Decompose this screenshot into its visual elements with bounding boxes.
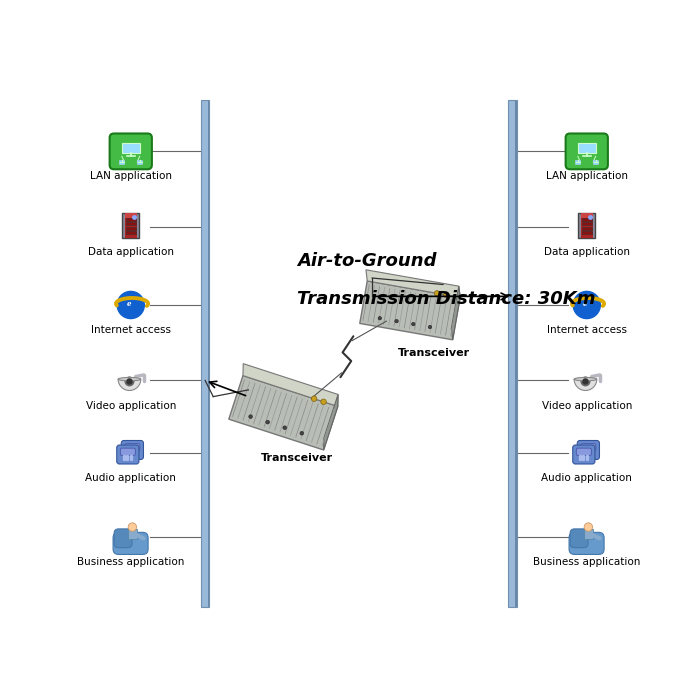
- Text: Transceiver: Transceiver: [260, 453, 332, 463]
- FancyBboxPatch shape: [578, 440, 599, 459]
- FancyBboxPatch shape: [117, 445, 139, 464]
- Text: Transmission Distance: 30Km: Transmission Distance: 30Km: [297, 290, 595, 308]
- Polygon shape: [243, 363, 338, 407]
- Text: Business application: Business application: [533, 556, 640, 567]
- Bar: [578, 143, 596, 153]
- Polygon shape: [323, 395, 338, 450]
- Text: Audio application: Audio application: [541, 473, 632, 483]
- FancyBboxPatch shape: [113, 532, 148, 554]
- FancyBboxPatch shape: [581, 444, 596, 451]
- Bar: [208, 100, 209, 607]
- Circle shape: [378, 316, 382, 320]
- Circle shape: [300, 431, 304, 435]
- Polygon shape: [366, 270, 460, 298]
- Circle shape: [395, 319, 398, 323]
- Bar: [582, 231, 591, 234]
- Bar: [128, 529, 137, 539]
- Circle shape: [248, 415, 253, 419]
- FancyBboxPatch shape: [120, 448, 135, 456]
- Bar: [202, 100, 209, 607]
- Polygon shape: [360, 281, 460, 339]
- Bar: [125, 214, 136, 218]
- Circle shape: [117, 291, 144, 318]
- Bar: [201, 100, 202, 607]
- FancyBboxPatch shape: [570, 529, 588, 547]
- Circle shape: [125, 377, 134, 386]
- Bar: [584, 529, 593, 539]
- Text: e: e: [583, 300, 588, 308]
- Bar: [119, 160, 125, 164]
- Circle shape: [266, 420, 270, 424]
- Bar: [593, 160, 598, 164]
- FancyBboxPatch shape: [576, 448, 592, 456]
- Bar: [122, 214, 139, 238]
- Text: e: e: [127, 300, 132, 308]
- Bar: [582, 218, 591, 221]
- Circle shape: [128, 523, 136, 531]
- Polygon shape: [118, 379, 141, 391]
- Bar: [582, 223, 591, 225]
- Circle shape: [428, 326, 432, 329]
- Text: Internet access: Internet access: [547, 325, 626, 335]
- Circle shape: [581, 377, 590, 386]
- Bar: [578, 214, 595, 238]
- Text: LAN application: LAN application: [90, 172, 172, 181]
- Bar: [508, 100, 510, 607]
- Circle shape: [312, 396, 317, 402]
- FancyBboxPatch shape: [110, 134, 152, 169]
- Ellipse shape: [118, 377, 141, 381]
- FancyBboxPatch shape: [573, 445, 595, 464]
- Bar: [125, 214, 136, 238]
- Text: Video application: Video application: [85, 400, 176, 410]
- Bar: [582, 227, 591, 230]
- Circle shape: [283, 426, 286, 430]
- Polygon shape: [229, 376, 338, 450]
- Bar: [201, 100, 209, 607]
- FancyBboxPatch shape: [114, 529, 132, 547]
- Bar: [508, 100, 517, 607]
- FancyBboxPatch shape: [566, 134, 608, 169]
- Bar: [581, 214, 592, 238]
- Circle shape: [321, 399, 326, 405]
- Circle shape: [583, 379, 588, 384]
- Text: Data application: Data application: [88, 247, 174, 257]
- Bar: [126, 223, 136, 225]
- Text: Air-to-Ground: Air-to-Ground: [297, 252, 436, 270]
- Text: Audio application: Audio application: [85, 473, 176, 483]
- Bar: [122, 143, 139, 153]
- Bar: [126, 218, 136, 221]
- Bar: [575, 160, 580, 164]
- Circle shape: [584, 523, 593, 531]
- Text: Internet access: Internet access: [91, 325, 171, 335]
- Bar: [126, 231, 136, 234]
- Circle shape: [127, 379, 132, 384]
- Polygon shape: [574, 379, 597, 391]
- Circle shape: [444, 293, 449, 297]
- Circle shape: [434, 290, 440, 296]
- Bar: [581, 214, 592, 218]
- Text: Data application: Data application: [544, 247, 630, 257]
- Text: Video application: Video application: [542, 400, 632, 410]
- Ellipse shape: [574, 377, 597, 381]
- Circle shape: [412, 323, 415, 326]
- Text: Transceiver: Transceiver: [398, 348, 470, 358]
- Bar: [137, 160, 142, 164]
- Bar: [126, 227, 136, 230]
- Text: Business application: Business application: [77, 556, 184, 567]
- Circle shape: [573, 291, 601, 318]
- Text: LAN application: LAN application: [546, 172, 628, 181]
- FancyBboxPatch shape: [125, 444, 140, 451]
- Polygon shape: [452, 286, 460, 339]
- FancyBboxPatch shape: [569, 532, 604, 554]
- Bar: [515, 100, 517, 607]
- FancyBboxPatch shape: [121, 440, 144, 459]
- Bar: [509, 100, 516, 607]
